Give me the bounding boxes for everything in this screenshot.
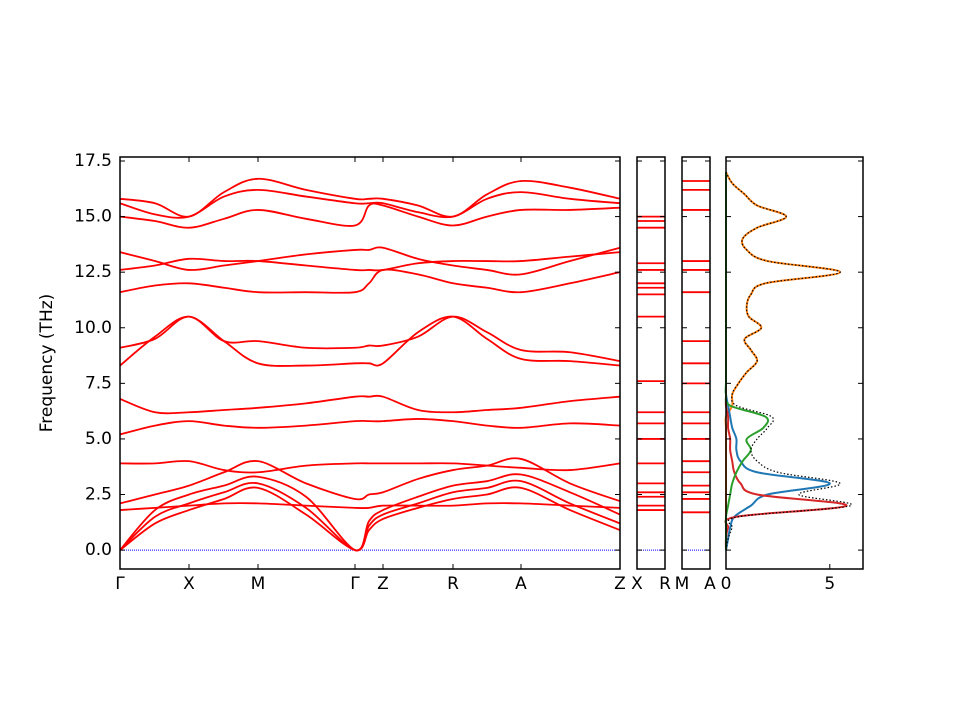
dos-line bbox=[724, 172, 831, 551]
y-tick-label: 12.5 bbox=[74, 262, 112, 282]
dos-line bbox=[724, 172, 848, 551]
y-tick-label: 10.0 bbox=[74, 318, 112, 338]
x-tick-label: R bbox=[659, 574, 671, 594]
x-tick-label: Z bbox=[377, 574, 389, 594]
x-tick-label: 0 bbox=[721, 574, 732, 594]
band-line bbox=[119, 473, 621, 552]
band-line bbox=[119, 246, 621, 276]
y-tick-label: 2.5 bbox=[85, 485, 112, 505]
band-line bbox=[119, 502, 621, 511]
x-tick-label: Z bbox=[614, 574, 626, 594]
axes-frame bbox=[119, 156, 621, 570]
band-line bbox=[119, 457, 621, 505]
x-tick-label: M bbox=[675, 574, 690, 594]
y-tick-label: 15.0 bbox=[74, 207, 112, 227]
band-line bbox=[119, 315, 621, 367]
y-tick-label: 5.0 bbox=[85, 429, 112, 449]
y-tick-label: 17.5 bbox=[74, 151, 112, 171]
x-tick-label: Γ bbox=[115, 574, 125, 594]
band-line bbox=[119, 418, 621, 436]
y-tick-label: 7.5 bbox=[85, 373, 112, 393]
band-line bbox=[119, 202, 621, 229]
x-tick-label: X bbox=[183, 574, 195, 594]
x-tick-label: Γ bbox=[350, 574, 360, 594]
band-line bbox=[119, 268, 621, 294]
dos-line bbox=[725, 171, 853, 551]
x-tick-label: X bbox=[631, 574, 643, 594]
dos-line bbox=[724, 171, 842, 551]
band-line bbox=[119, 394, 621, 415]
axes-frame bbox=[725, 156, 864, 570]
axes-frame bbox=[636, 156, 666, 570]
x-tick-label: 5 bbox=[824, 574, 835, 594]
x-tick-label: A bbox=[515, 574, 527, 594]
band-line bbox=[119, 460, 621, 474]
axes-frame bbox=[681, 156, 711, 570]
band-line bbox=[119, 315, 621, 362]
band-line bbox=[119, 251, 621, 272]
x-tick-label: A bbox=[704, 574, 716, 594]
x-tick-label: M bbox=[251, 574, 266, 594]
band-line bbox=[119, 486, 621, 552]
band-line bbox=[119, 479, 621, 552]
y-axis-label: Frequency (THz) bbox=[37, 294, 57, 433]
band-line bbox=[119, 177, 621, 218]
y-tick-label: 0.0 bbox=[85, 540, 112, 560]
x-tick-label: R bbox=[447, 574, 459, 594]
dos-line bbox=[724, 172, 770, 551]
